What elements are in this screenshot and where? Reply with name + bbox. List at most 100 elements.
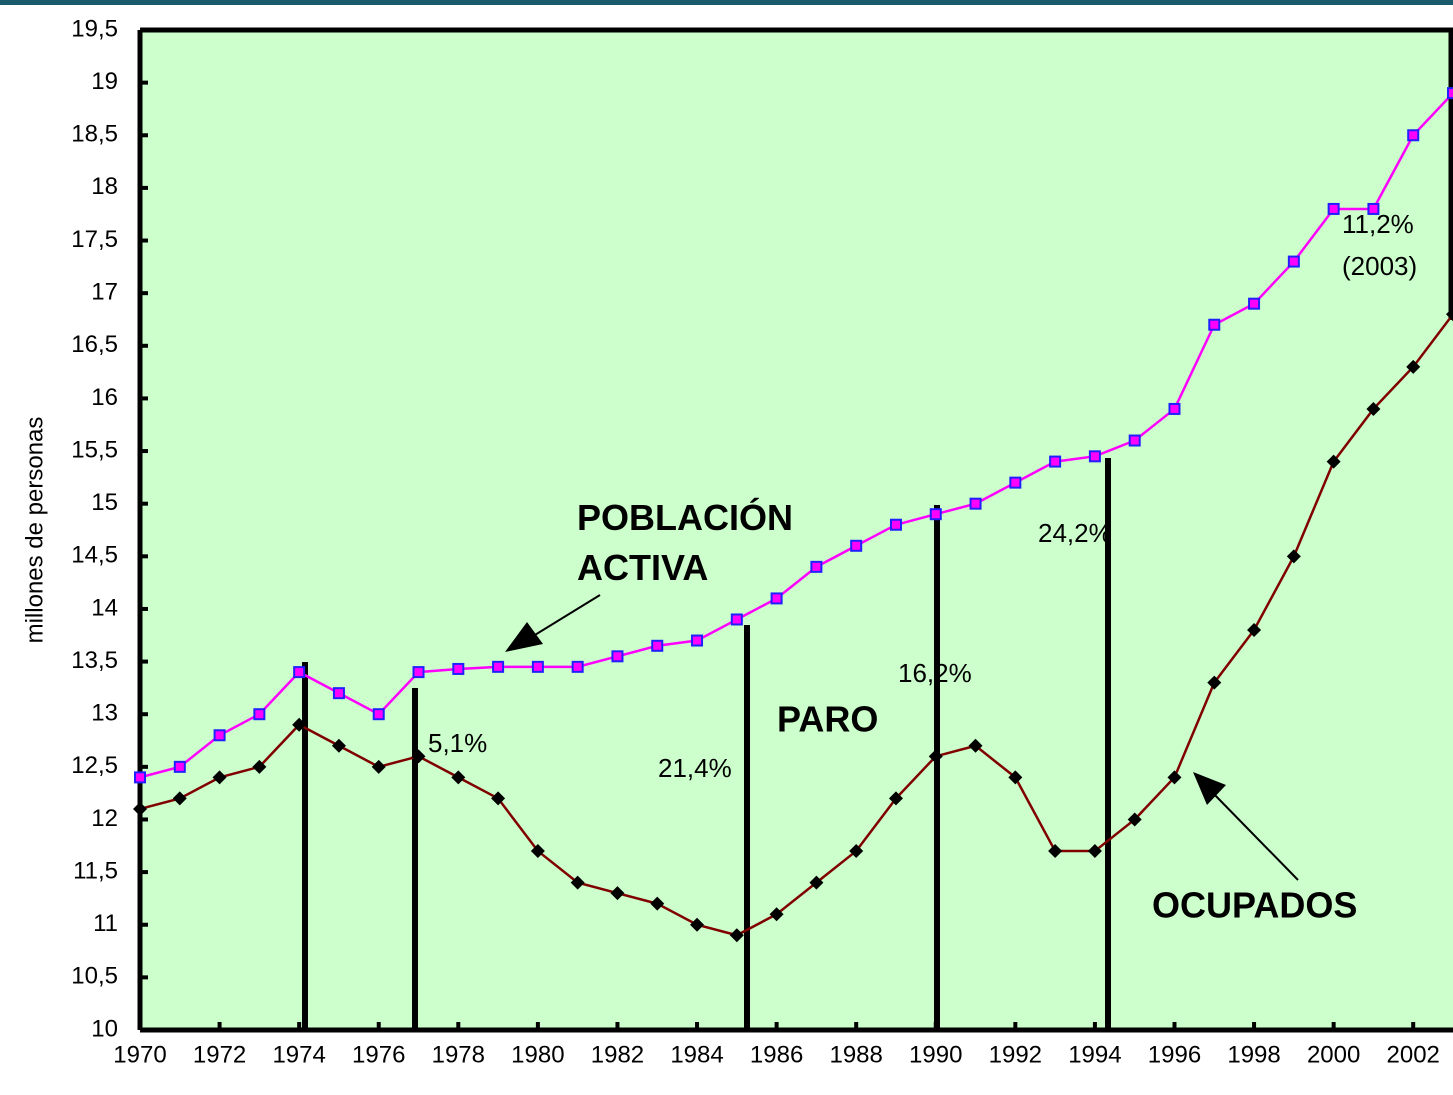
- point: [570, 875, 585, 890]
- point: [1008, 770, 1023, 785]
- point: [252, 759, 267, 774]
- x-tick-label: 1984: [670, 1041, 723, 1068]
- x-tick-label: 1988: [829, 1041, 882, 1068]
- y-tick-label: 11: [93, 910, 118, 937]
- y-tick-label: 14: [91, 594, 118, 621]
- annotation: 11,2%: [1342, 209, 1414, 239]
- point: [969, 497, 982, 510]
- x-tick-label: 1996: [1148, 1041, 1201, 1068]
- annotation: PARO: [777, 699, 878, 740]
- y-tick-label: 11,5: [73, 857, 118, 884]
- x-tick-label: 2000: [1307, 1041, 1360, 1068]
- point: [770, 592, 783, 605]
- point: [1087, 844, 1102, 859]
- y-tick-label: 17: [91, 279, 118, 306]
- series-line: [139, 92, 1453, 779]
- point: [650, 896, 665, 911]
- point: [213, 729, 226, 742]
- y-tick-label: 16: [91, 384, 118, 411]
- x-tick-label: 1994: [1068, 1041, 1121, 1068]
- y-tick-label: 16,5: [71, 331, 118, 358]
- point: [1406, 359, 1421, 374]
- point: [929, 508, 942, 521]
- point: [1286, 549, 1301, 564]
- point: [1208, 318, 1221, 331]
- point: [1009, 476, 1022, 489]
- point: [1207, 675, 1222, 690]
- point: [611, 650, 624, 663]
- point: [928, 749, 943, 764]
- point: [809, 875, 824, 890]
- y-tick-label: 19,5: [71, 15, 118, 42]
- x-tick-label: 1986: [750, 1041, 803, 1068]
- point: [571, 660, 584, 673]
- y-tick-label: 13: [91, 700, 118, 727]
- y-tick-label: 13,5: [71, 647, 118, 674]
- point: [530, 844, 545, 859]
- point: [850, 539, 863, 552]
- point: [253, 708, 266, 721]
- y-tick-label: 14,5: [71, 542, 118, 569]
- plot-area: [140, 30, 1453, 1030]
- point: [690, 917, 705, 932]
- x-tick-label: 1980: [511, 1041, 564, 1068]
- point: [452, 662, 465, 675]
- point: [1447, 87, 1453, 100]
- point: [691, 634, 704, 647]
- point: [849, 844, 864, 859]
- series-label: POBLACIÓN ACTIVA: [577, 496, 793, 588]
- y-tick-label: 19: [91, 68, 118, 95]
- point: [134, 771, 146, 784]
- point: [133, 801, 147, 816]
- annotation: 16,2%: [898, 658, 972, 688]
- point: [1128, 434, 1141, 447]
- point: [173, 760, 186, 773]
- y-tick-label: 12,5: [71, 752, 118, 779]
- annotation: 24,2%: [1038, 518, 1112, 548]
- y-axis-label: millones de personas: [21, 417, 48, 644]
- y-tick-label: 12: [91, 805, 118, 832]
- point: [372, 708, 385, 721]
- series-line: [139, 313, 1453, 937]
- y-tick-label: 10: [91, 1015, 118, 1042]
- point: [371, 759, 386, 774]
- point: [492, 660, 505, 673]
- point: [968, 738, 983, 753]
- point: [1247, 623, 1262, 637]
- point: [172, 791, 187, 806]
- y-tick-label: 10,5: [71, 963, 118, 990]
- point: [810, 560, 823, 573]
- point: [412, 666, 425, 679]
- x-tick-label: 1974: [272, 1041, 325, 1068]
- point: [1088, 450, 1101, 463]
- x-tick-label: 1982: [591, 1041, 644, 1068]
- annotation: (2003): [1342, 251, 1417, 281]
- point: [730, 613, 743, 626]
- point: [1287, 255, 1300, 268]
- arrow-head: [1193, 772, 1226, 805]
- y-tick-label: 17,5: [71, 226, 118, 253]
- point: [491, 791, 506, 806]
- point: [531, 660, 544, 673]
- point: [293, 666, 306, 679]
- point: [451, 770, 466, 785]
- x-tick-label: 1998: [1227, 1041, 1280, 1068]
- x-tick-label: 2002: [1387, 1041, 1440, 1068]
- x-tick-label: 1978: [432, 1041, 485, 1068]
- y-tick-label: 15,5: [71, 436, 118, 463]
- annotation: 21,4%: [658, 753, 732, 783]
- point: [610, 886, 625, 901]
- point: [1407, 129, 1420, 142]
- arrow: [1209, 789, 1299, 881]
- point: [651, 639, 664, 652]
- point: [1048, 844, 1063, 859]
- x-tick-label: 1992: [989, 1041, 1042, 1068]
- point: [1127, 812, 1142, 827]
- y-tick-label: 18,5: [71, 121, 118, 148]
- point: [292, 717, 307, 732]
- point: [1167, 770, 1182, 785]
- point: [1049, 455, 1062, 468]
- point: [1327, 202, 1340, 215]
- point: [729, 928, 744, 943]
- point: [1366, 401, 1381, 416]
